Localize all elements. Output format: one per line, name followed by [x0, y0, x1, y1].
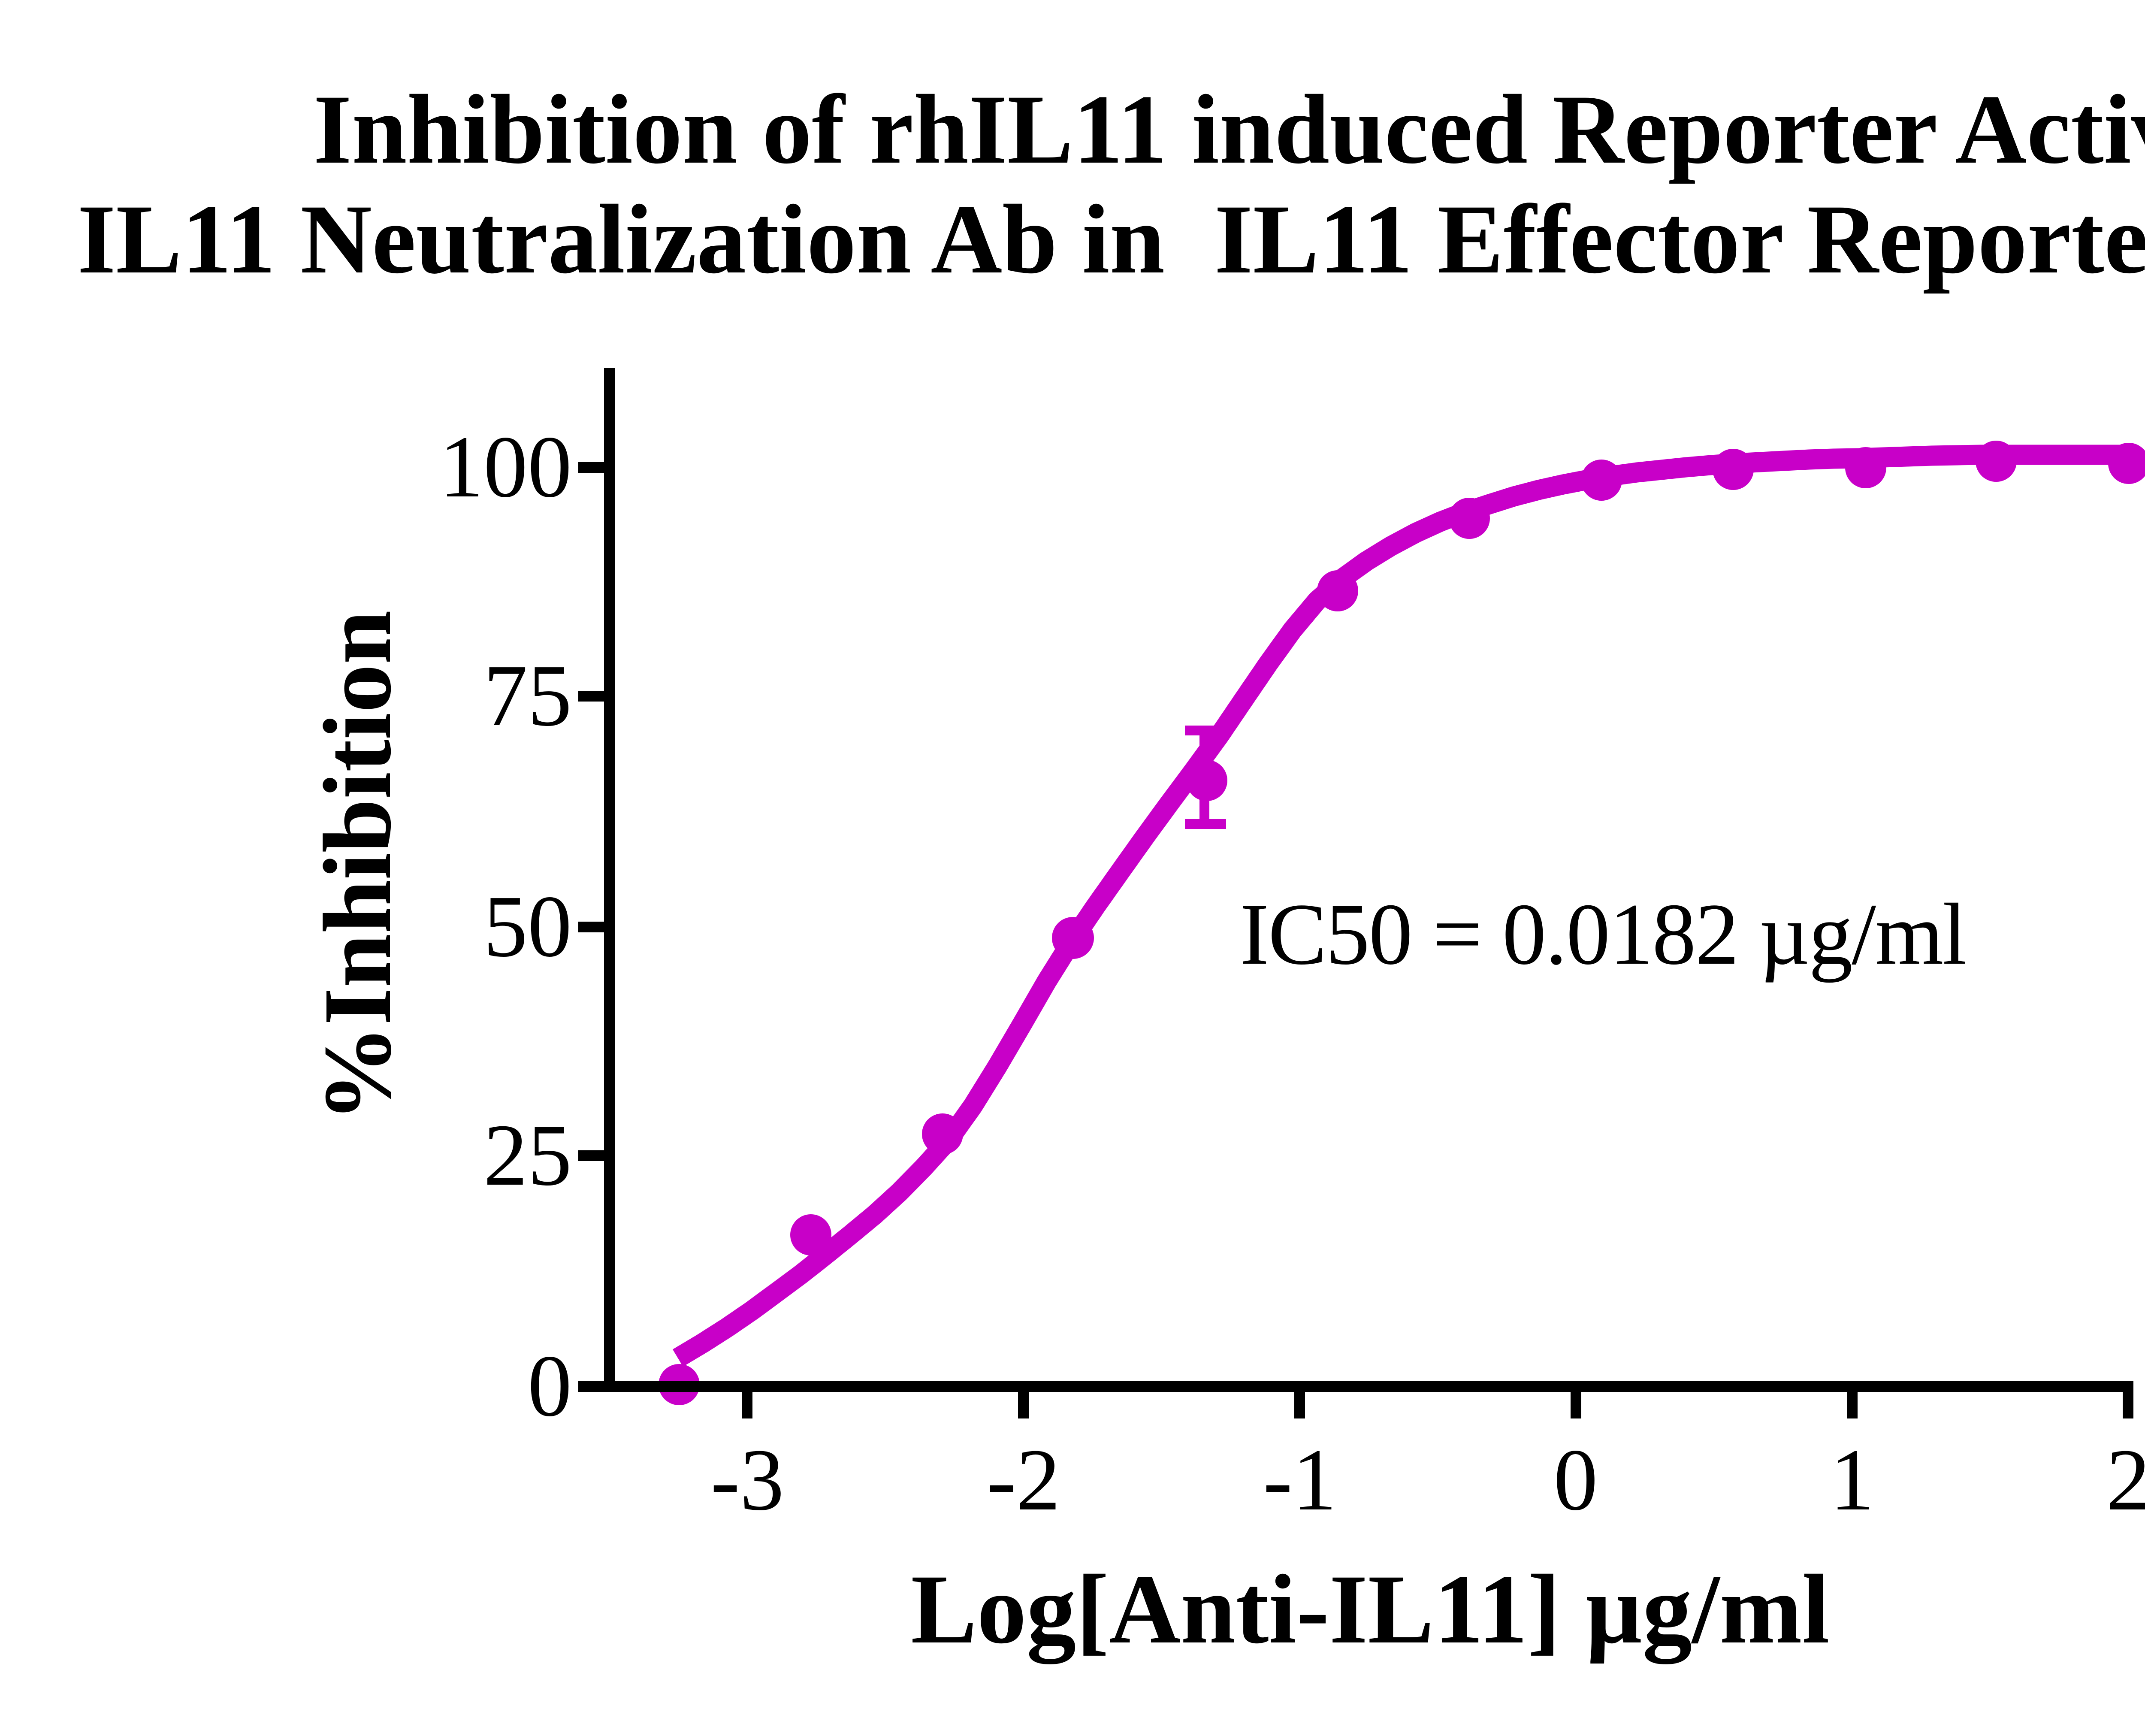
svg-text:50: 50	[483, 877, 572, 975]
svg-text:25: 25	[483, 1106, 572, 1204]
svg-text:Inhibition of rhIL11 induced R: Inhibition of rhIL11 induced Reporter Ac…	[313, 74, 2145, 184]
svg-text:0: 0	[1554, 1431, 1598, 1529]
svg-text:-3: -3	[710, 1431, 784, 1529]
svg-text:-2: -2	[987, 1431, 1060, 1529]
svg-text:IC50 = 0.0182 µg/ml: IC50 = 0.0182 µg/ml	[1240, 886, 1967, 983]
svg-text:75: 75	[483, 646, 572, 744]
svg-text:1: 1	[1830, 1431, 1874, 1529]
svg-text:2: 2	[2106, 1431, 2145, 1529]
svg-text:0: 0	[528, 1337, 572, 1435]
svg-text:100: 100	[439, 417, 572, 516]
svg-text:IL11 Neutralization Ab in IL1: IL11 Neutralization Ab in IL11 Effector …	[77, 184, 2145, 294]
svg-text:Log[Anti-IL11] µg/ml: Log[Anti-IL11] µg/ml	[911, 1554, 1830, 1664]
svg-text:-1: -1	[1263, 1431, 1337, 1529]
svg-text:%Inhibition: %Inhibition	[304, 610, 411, 1122]
